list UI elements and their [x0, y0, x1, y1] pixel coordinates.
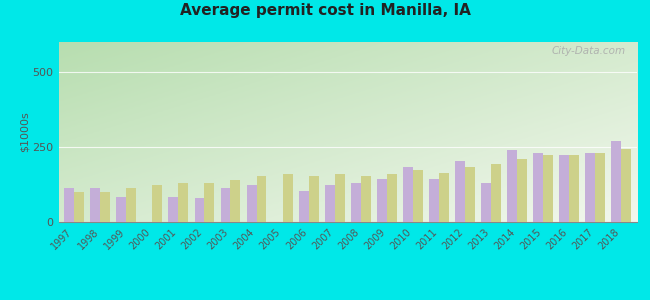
Bar: [612, 141, 621, 222]
Bar: [152, 184, 162, 222]
Bar: [621, 148, 631, 222]
Bar: [100, 192, 110, 222]
Y-axis label: $1000s: $1000s: [20, 112, 30, 152]
Bar: [361, 176, 370, 222]
Bar: [491, 164, 501, 222]
Bar: [595, 153, 605, 222]
Bar: [90, 188, 100, 222]
Bar: [178, 183, 188, 222]
Bar: [465, 167, 475, 222]
Bar: [126, 188, 136, 222]
Bar: [507, 150, 517, 222]
Bar: [335, 174, 344, 222]
Bar: [560, 154, 569, 222]
Bar: [309, 176, 318, 222]
Bar: [64, 188, 74, 222]
Bar: [194, 198, 205, 222]
Bar: [283, 174, 292, 222]
Bar: [439, 172, 449, 222]
Bar: [403, 167, 413, 222]
Bar: [168, 196, 178, 222]
Bar: [543, 154, 553, 222]
Bar: [205, 183, 214, 222]
Bar: [257, 176, 266, 222]
Bar: [413, 169, 422, 222]
Bar: [231, 180, 240, 222]
Bar: [429, 178, 439, 222]
Bar: [533, 153, 543, 222]
Bar: [517, 159, 527, 222]
Bar: [377, 178, 387, 222]
Text: Average permit cost in Manilla, IA: Average permit cost in Manilla, IA: [179, 3, 471, 18]
Bar: [246, 184, 257, 222]
Bar: [351, 183, 361, 222]
Bar: [569, 154, 579, 222]
Text: City-Data.com: City-Data.com: [551, 46, 625, 56]
Bar: [586, 153, 595, 222]
Bar: [325, 184, 335, 222]
Bar: [299, 190, 309, 222]
Bar: [387, 174, 396, 222]
Bar: [74, 192, 84, 222]
Bar: [481, 183, 491, 222]
Bar: [116, 196, 126, 222]
Bar: [455, 160, 465, 222]
Bar: [220, 188, 231, 222]
